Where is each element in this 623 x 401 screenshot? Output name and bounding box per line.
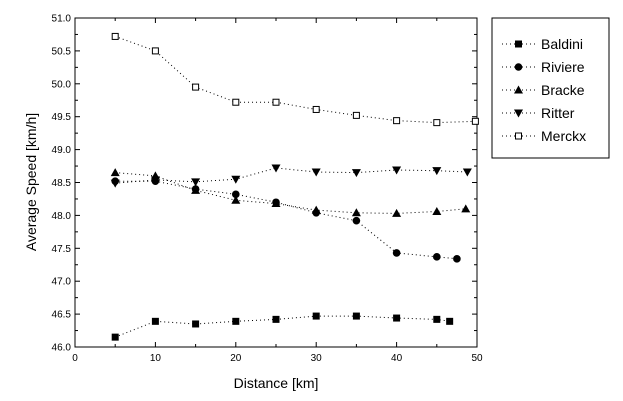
data-point: [432, 206, 442, 215]
y-tick-label: 47.0: [52, 277, 72, 288]
data-point: [393, 314, 401, 322]
data-point: [191, 178, 201, 187]
y-tick-label: 46.5: [52, 310, 72, 321]
data-point: [312, 105, 320, 113]
data-point: [393, 117, 401, 125]
y-tick-label: 48.0: [52, 211, 72, 222]
data-point: [272, 315, 280, 323]
y-tick-label: 46.0: [52, 343, 72, 354]
x-tick-label: 10: [150, 353, 162, 364]
series-line: [115, 172, 466, 214]
series-merckx: [111, 32, 479, 127]
data-point: [351, 208, 361, 217]
x-tick-label: 30: [311, 353, 323, 364]
series-bracke: [110, 168, 471, 217]
legend-label: Merckx: [541, 128, 586, 144]
plot-frame: [74, 17, 478, 348]
legend-entry: Ritter: [502, 105, 575, 121]
data-point: [111, 32, 119, 40]
data-point: [352, 216, 361, 225]
data-point: [272, 98, 280, 106]
data-point: [352, 111, 360, 119]
data-point: [432, 167, 442, 176]
x-axis-title: Distance [km]: [234, 375, 319, 391]
data-point: [111, 333, 119, 341]
legend: Baldini Riviere Bracke Ritter Merckx: [491, 17, 610, 159]
data-point: [151, 47, 159, 55]
y-axis-title: Average Speed [km/h]: [23, 113, 39, 251]
legend-entry: Riviere: [502, 59, 585, 75]
series-riviere: [111, 177, 461, 263]
data-point: [352, 312, 360, 320]
data-point: [433, 315, 441, 323]
y-tick-label: 51.0: [52, 14, 72, 25]
data-point: [231, 175, 241, 184]
data-point: [150, 176, 160, 185]
plot-area: [74, 17, 478, 348]
legend-box: [491, 17, 610, 159]
data-point: [433, 119, 441, 127]
series-baldini: [111, 312, 454, 341]
y-tick-label: 50.0: [52, 79, 72, 90]
data-point: [461, 204, 471, 213]
y-tick-label: 49.0: [52, 145, 72, 156]
data-point: [192, 320, 200, 328]
series-ritter: [110, 164, 472, 188]
data-point: [232, 317, 240, 325]
series-layer: [110, 32, 479, 341]
legend-marker: [515, 40, 522, 48]
legend-marker: [514, 85, 523, 94]
x-tick-label: 50: [471, 353, 483, 364]
data-point: [446, 317, 454, 325]
x-tick-label: 0: [72, 353, 78, 364]
data-point: [151, 317, 159, 325]
data-point: [232, 98, 240, 106]
data-point: [392, 249, 401, 257]
data-point: [312, 312, 320, 320]
y-tick-label: 49.5: [52, 112, 72, 123]
series-line: [115, 315, 450, 338]
data-point: [110, 168, 120, 177]
y-tick-label: 47.5: [52, 244, 72, 255]
x-tick-label: 20: [230, 353, 242, 364]
legend-label: Ritter: [541, 105, 575, 121]
data-point: [471, 117, 479, 125]
data-point: [271, 199, 281, 208]
legend-entry: Merckx: [502, 128, 586, 144]
legend-marker: [514, 63, 523, 71]
legend-entry: Baldini: [502, 36, 583, 52]
data-point: [311, 205, 321, 214]
data-point: [462, 168, 472, 177]
y-tick-label: 50.5: [52, 46, 72, 57]
legend-entry: Bracke: [502, 82, 585, 98]
legend-label: Bracke: [541, 82, 585, 98]
data-point: [232, 190, 240, 199]
data-point: [311, 168, 321, 177]
data-point: [392, 208, 402, 217]
series-line: [115, 167, 468, 184]
data-point: [351, 169, 361, 178]
series-line: [115, 180, 457, 260]
legend-marker: [514, 109, 523, 118]
legend-label: Baldini: [541, 36, 583, 52]
y-tick-label: 48.5: [52, 178, 72, 189]
data-point: [191, 185, 201, 194]
series-line: [115, 35, 476, 124]
data-point: [110, 179, 120, 188]
x-axis-ticks: 0 10 20 30 40 50: [72, 18, 483, 364]
y-axis-ticks: 46.0 46.5 47.0 47.5 48.0 48.5 49.0 49.5 50.0 50.5…: [52, 14, 477, 354]
data-point: [271, 164, 281, 173]
data-point: [192, 83, 200, 91]
data-point: [453, 255, 461, 263]
legend-marker: [515, 132, 522, 140]
data-point: [433, 253, 441, 261]
x-tick-label: 40: [391, 353, 403, 364]
data-point: [231, 195, 241, 204]
data-point: [392, 166, 402, 175]
legend-label: Riviere: [541, 59, 585, 75]
